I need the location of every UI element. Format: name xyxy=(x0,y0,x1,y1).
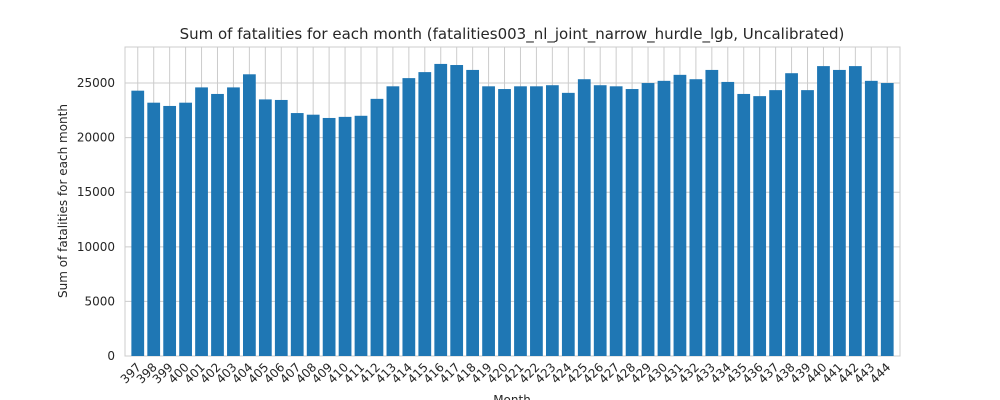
y-tick-label: 20000 xyxy=(77,131,115,145)
bar xyxy=(402,78,416,356)
bar xyxy=(418,72,432,357)
bar xyxy=(482,86,495,356)
bar xyxy=(801,90,814,357)
bar xyxy=(322,117,336,356)
bar xyxy=(689,79,703,356)
bar xyxy=(641,83,655,356)
y-tick-label: 25000 xyxy=(77,76,115,90)
bar xyxy=(147,102,161,356)
chart-title: Sum of fatalities for each month (fatali… xyxy=(180,25,845,44)
bar xyxy=(163,105,177,357)
bar xyxy=(545,85,559,356)
bar xyxy=(386,86,400,356)
bar xyxy=(211,93,224,356)
bar xyxy=(593,85,607,356)
bar xyxy=(785,73,798,356)
bar xyxy=(880,83,894,356)
bar xyxy=(657,80,671,356)
y-tick-label: 15000 xyxy=(77,185,115,199)
bar xyxy=(306,114,320,357)
bar xyxy=(258,99,272,356)
bar xyxy=(243,74,256,357)
bar xyxy=(466,69,480,357)
bar xyxy=(131,90,145,356)
bar xyxy=(769,90,782,357)
bar xyxy=(848,66,862,356)
plot-area xyxy=(124,46,901,357)
bar xyxy=(195,87,208,356)
bar xyxy=(179,102,192,356)
bar xyxy=(227,87,240,356)
bar xyxy=(498,89,511,356)
bar xyxy=(561,92,575,357)
bar xyxy=(434,63,448,357)
bar xyxy=(753,96,767,356)
bar xyxy=(737,93,751,356)
bar xyxy=(864,80,878,356)
y-tick-label: 0 xyxy=(107,349,115,363)
bar xyxy=(625,89,639,356)
bar xyxy=(817,66,830,356)
bar xyxy=(673,74,687,356)
bar xyxy=(274,99,288,356)
bar xyxy=(370,98,384,357)
bar xyxy=(721,81,735,356)
y-tick-label: 10000 xyxy=(77,240,115,254)
x-axis-label: Month xyxy=(493,393,531,400)
y-axis-label: Sum of fatalities for each month xyxy=(56,104,70,298)
y-tick-label: 5000 xyxy=(84,294,115,308)
bar xyxy=(450,65,464,356)
bar xyxy=(514,86,527,356)
bar xyxy=(609,86,623,356)
bar xyxy=(354,115,368,356)
bar xyxy=(833,69,846,357)
bar xyxy=(338,116,352,357)
bar xyxy=(577,79,591,356)
bar xyxy=(290,113,304,356)
bar xyxy=(705,69,719,357)
bar xyxy=(530,86,543,356)
